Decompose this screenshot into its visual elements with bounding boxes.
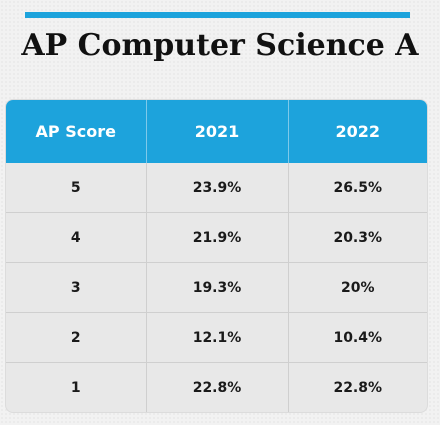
- score-cell: 3: [6, 262, 147, 313]
- table-row: 1 22.8% 22.8%: [6, 362, 427, 412]
- percent-2022-cell: 22.8%: [288, 362, 427, 412]
- top-accent-rule: [25, 12, 410, 18]
- column-header-ap-score: AP Score: [6, 100, 147, 163]
- column-header-2021: 2021: [146, 100, 289, 163]
- percent-2022-cell: 26.5%: [333, 179, 383, 196]
- score-cell: 4: [6, 212, 147, 263]
- percent-2022-cell: 10.4%: [288, 312, 427, 363]
- percent-2021-cell: 22.8%: [146, 362, 289, 412]
- column-header-2022: 2022: [288, 100, 427, 163]
- percent-2022-cell: 20%: [288, 262, 427, 313]
- score-cell: 2: [6, 312, 147, 363]
- table-header-row: AP Score 2021 2022: [6, 100, 427, 163]
- table-row: 3 19.3% 20%: [6, 262, 427, 313]
- table-row: 5 23.9% 26.5%: [6, 163, 427, 213]
- percent-2021-cell: 23.9%: [146, 163, 289, 213]
- score-distribution-table: AP Score 2021 2022 5 23.9% 26.5% 4 21.9%…: [6, 100, 427, 412]
- score-cell: 5: [6, 163, 147, 213]
- page-title: AP Computer Science A: [21, 28, 419, 63]
- score-cell: 1: [6, 362, 147, 412]
- percent-2022-cell: 20.3%: [288, 212, 427, 263]
- table-row: 2 12.1% 10.4%: [6, 312, 427, 363]
- table-row: 4 21.9% 20.3%: [6, 212, 427, 263]
- percent-2021-cell: 21.9%: [146, 212, 289, 263]
- score-table-container: AP Score 2021 2022 5 23.9% 26.5% 4 21.9%…: [6, 100, 427, 412]
- percent-2021-cell: 12.1%: [146, 312, 289, 363]
- percent-2021-cell: 19.3%: [146, 262, 289, 313]
